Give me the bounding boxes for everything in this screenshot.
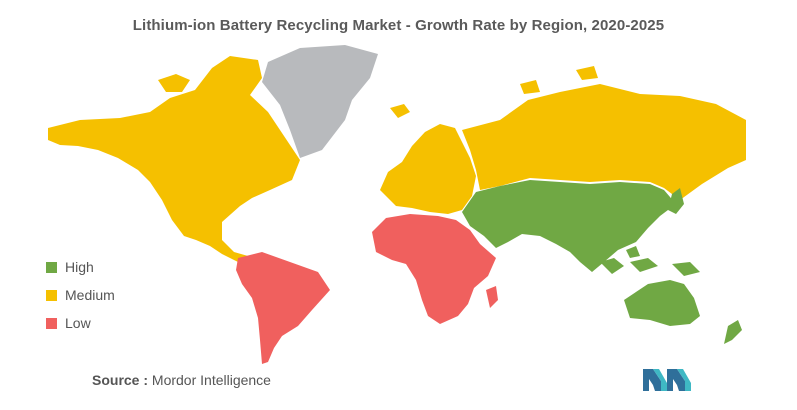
region-iceland xyxy=(390,104,410,118)
region-north-america xyxy=(48,56,300,262)
region-madagascar xyxy=(486,286,498,308)
region-new-zealand xyxy=(724,320,742,344)
legend: High Medium Low xyxy=(46,253,115,337)
region-oceania xyxy=(624,280,700,326)
region-europe xyxy=(380,124,476,214)
world-map xyxy=(48,45,746,364)
legend-swatch-high xyxy=(46,261,57,273)
legend-swatch-low xyxy=(46,317,57,329)
source-note: Source : Mordor Intelligence xyxy=(92,372,271,388)
region-africa xyxy=(372,214,496,324)
legend-item-medium: Medium xyxy=(46,281,115,309)
chart-title: Lithium-ion Battery Recycling Market - G… xyxy=(132,17,665,34)
region-japan xyxy=(668,188,684,214)
legend-label-low: Low xyxy=(65,315,91,331)
legend-label-high: High xyxy=(65,259,94,275)
region-south-america xyxy=(236,252,330,364)
source-label: Source : xyxy=(92,372,149,388)
legend-item-low: Low xyxy=(46,309,115,337)
region-southeast-asia xyxy=(600,246,658,274)
mordor-intelligence-logo xyxy=(643,369,691,391)
legend-label-medium: Medium xyxy=(65,287,115,303)
region-asia xyxy=(462,180,676,272)
source-value: Mordor Intelligence xyxy=(151,372,271,388)
legend-swatch-medium xyxy=(46,289,57,301)
legend-item-high: High xyxy=(46,253,115,281)
region-greenland xyxy=(262,45,378,158)
region-russia xyxy=(462,84,746,200)
region-north-america-islands xyxy=(158,74,220,108)
region-papua xyxy=(672,262,700,276)
